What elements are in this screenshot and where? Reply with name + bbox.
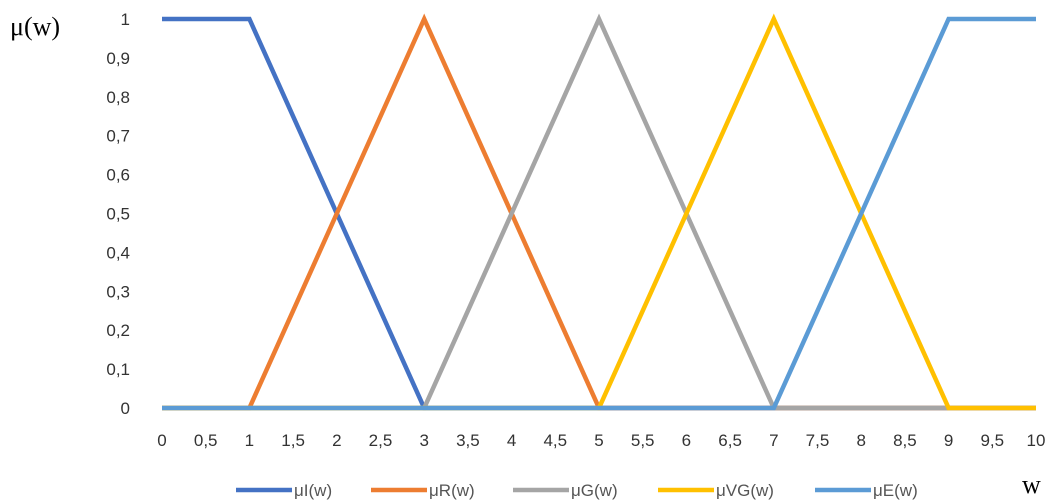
series-line xyxy=(162,16,1036,411)
legend-label: μE(w) xyxy=(873,481,918,500)
y-tick-label: 0,2 xyxy=(106,321,130,340)
y-tick-label: 0,4 xyxy=(106,243,130,262)
y-axis-ticks: 0 0,1 0,2 0,3 0,4 0,5 0,6 0,7 0,8 0,9 1 xyxy=(106,10,130,418)
series-lines xyxy=(162,13,1036,411)
x-tick-label: 3,5 xyxy=(456,431,480,450)
x-tick-label: 9 xyxy=(944,431,953,450)
series-line xyxy=(162,13,1036,411)
series-line xyxy=(162,13,1036,411)
x-axis-title: w xyxy=(1022,470,1041,499)
y-tick-label: 0,9 xyxy=(106,49,130,68)
legend-label: μI(w) xyxy=(294,481,332,500)
x-tick-label: 4,5 xyxy=(543,431,567,450)
x-axis-ticks: 0 0,5 1 1,5 2 2,5 3 3,5 4 4,5 5 5,5 6 6,5 7 7,5 8 8,5 9 9,5… xyxy=(157,431,1045,450)
y-tick-label: 1 xyxy=(121,10,130,29)
x-tick-label: 10 xyxy=(1027,431,1046,450)
y-axis-title: μ(w) xyxy=(10,12,60,41)
legend-label: μR(w) xyxy=(429,481,475,500)
x-tick-label: 7 xyxy=(769,431,778,450)
x-tick-label: 8,5 xyxy=(893,431,917,450)
x-tick-label: 6 xyxy=(682,431,691,450)
x-tick-label: 1,5 xyxy=(281,431,305,450)
x-tick-label: 0,5 xyxy=(194,431,218,450)
x-tick-label: 5,5 xyxy=(631,431,655,450)
x-tick-label: 1 xyxy=(245,431,254,450)
x-tick-label: 4 xyxy=(507,431,516,450)
legend-label: μVG(w) xyxy=(716,481,774,500)
y-tick-label: 0,8 xyxy=(106,88,130,107)
y-tick-label: 0,5 xyxy=(106,205,130,224)
x-tick-label: 3 xyxy=(419,431,428,450)
x-tick-label: 6,5 xyxy=(718,431,742,450)
legend-label: μG(w) xyxy=(571,481,618,500)
series-line xyxy=(162,13,1036,411)
x-tick-label: 2,5 xyxy=(369,431,393,450)
y-tick-label: 0 xyxy=(121,399,130,418)
y-tick-label: 0,6 xyxy=(106,166,130,185)
y-tick-label: 0,7 xyxy=(106,127,130,146)
x-tick-label: 7,5 xyxy=(806,431,830,450)
x-tick-label: 2 xyxy=(332,431,341,450)
x-tick-label: 0 xyxy=(157,431,166,450)
x-tick-label: 9,5 xyxy=(980,431,1004,450)
y-tick-label: 0,3 xyxy=(106,282,130,301)
series-line xyxy=(162,16,1036,411)
x-tick-label: 5 xyxy=(594,431,603,450)
x-tick-label: 8 xyxy=(856,431,865,450)
legend: μI(w) μR(w) μG(w) μVG(w) μE(w) xyxy=(236,481,918,500)
y-tick-label: 0,1 xyxy=(106,360,130,379)
